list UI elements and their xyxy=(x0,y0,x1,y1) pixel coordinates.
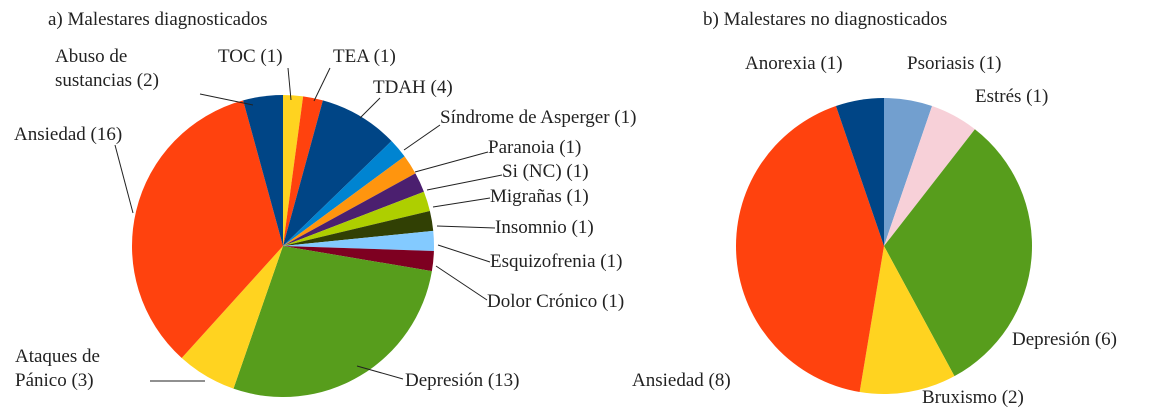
slice-label: Depresión (6) xyxy=(1012,329,1117,350)
leader-line xyxy=(437,244,491,263)
pie-slice xyxy=(283,156,416,246)
slice-label: Depresión (13) xyxy=(405,370,520,391)
slice-label: Ansiedad (8) xyxy=(632,370,731,391)
slice-label: Dolor Crónico (1) xyxy=(487,291,625,312)
slice-label: Insomnio (1) xyxy=(495,217,594,238)
pie-slice xyxy=(884,98,933,246)
slice-label: Esquizofrenia (1) xyxy=(490,251,623,272)
slice-label: Ataques de Pánico (3) xyxy=(15,346,100,391)
pie-slice xyxy=(243,95,283,246)
leader-line xyxy=(436,225,496,229)
leader-line xyxy=(435,265,488,301)
leader-line xyxy=(287,67,292,101)
pie-slice xyxy=(181,246,283,389)
slice-label: Psoriasis (1) xyxy=(907,53,1002,74)
pie-slice xyxy=(283,246,434,272)
slice-label: Síndrome de Asperger (1) xyxy=(440,107,637,128)
leader-line xyxy=(414,151,489,173)
slice-label: Si (NC) (1) xyxy=(502,161,589,182)
leader-line xyxy=(426,174,503,191)
leader-line xyxy=(313,67,331,102)
chart-title: a) Malestares diagnosticados xyxy=(48,9,268,30)
pie-slice xyxy=(283,173,424,246)
slice-label: TOC (1) xyxy=(218,46,283,67)
slice-label: Migrañas (1) xyxy=(490,186,589,207)
leader-line xyxy=(114,144,134,214)
slice-label: Estrés (1) xyxy=(975,86,1049,107)
leader-line xyxy=(403,124,441,151)
slice-label: TDAH (4) xyxy=(373,77,453,98)
pie-slice xyxy=(283,95,304,246)
slice-label: Paranoia (1) xyxy=(488,137,582,158)
pie-slice xyxy=(835,98,884,246)
pie-slice xyxy=(884,129,1032,377)
pie-slice xyxy=(884,106,975,247)
leader-line xyxy=(199,93,254,106)
pie-slice xyxy=(283,230,434,252)
slice-label: Anorexia (1) xyxy=(745,53,843,74)
leader-line xyxy=(356,365,404,380)
pie-slice xyxy=(283,100,392,246)
pie-slice xyxy=(859,246,955,394)
pie-slice xyxy=(132,100,283,358)
leader-line xyxy=(432,197,491,208)
chart-title: b) Malestares no diagnosticados xyxy=(703,9,948,30)
pie-slice xyxy=(283,210,434,246)
pie-slice xyxy=(736,106,884,392)
pie-slice xyxy=(233,246,432,397)
slice-label: Bruxismo (2) xyxy=(922,387,1024,408)
pie-slice xyxy=(283,141,405,246)
pie-slice xyxy=(283,191,430,246)
slice-label: Abuso de sustancias (2) xyxy=(55,46,159,91)
leader-line xyxy=(359,97,381,119)
pie-slice xyxy=(283,96,323,247)
slice-label: Ansiedad (16) xyxy=(14,124,123,145)
slice-label: TEA (1) xyxy=(333,46,396,67)
